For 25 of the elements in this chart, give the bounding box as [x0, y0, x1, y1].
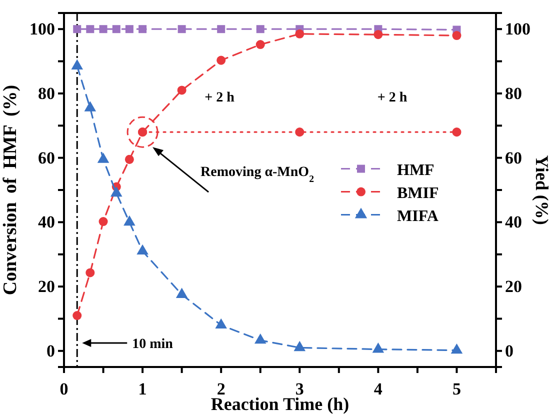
annotation: 10 min: [132, 337, 174, 352]
y-tick-label: 20: [38, 276, 55, 296]
x-tick-label: 0: [60, 380, 68, 399]
y-axis-title: Conversion of HMF (%): [0, 84, 21, 296]
legend-label: MIFA: [397, 208, 439, 225]
legend-label: BMIF: [397, 184, 439, 202]
y-tick-label: 80: [38, 84, 55, 103]
annotation: + 2 h: [377, 90, 408, 106]
x-tick-label: 4: [374, 380, 383, 399]
x-tick-label: 1: [138, 380, 147, 399]
y2-tick-label: 100: [505, 20, 530, 39]
y-tick-label: 0: [46, 341, 55, 360]
y2-tick-label: 60: [505, 148, 522, 168]
annotation: Removing α-MnO$_{2}$: [200, 165, 314, 185]
y2-tick-label: 40: [505, 212, 522, 232]
annotation: + 2 h: [204, 90, 235, 106]
y2-tick-label: 80: [505, 84, 522, 103]
y2-tick-label: 0: [505, 341, 514, 360]
x-tick-label: 5: [452, 380, 461, 399]
y-tick-label: 40: [38, 212, 55, 232]
legend-label: HMF: [397, 162, 435, 179]
y-tick-label: 60: [38, 148, 55, 168]
y2-tick-label: 20: [505, 276, 522, 296]
y2-axis-title: Yied (%): [532, 155, 552, 225]
y-tick-label: 100: [30, 20, 55, 39]
